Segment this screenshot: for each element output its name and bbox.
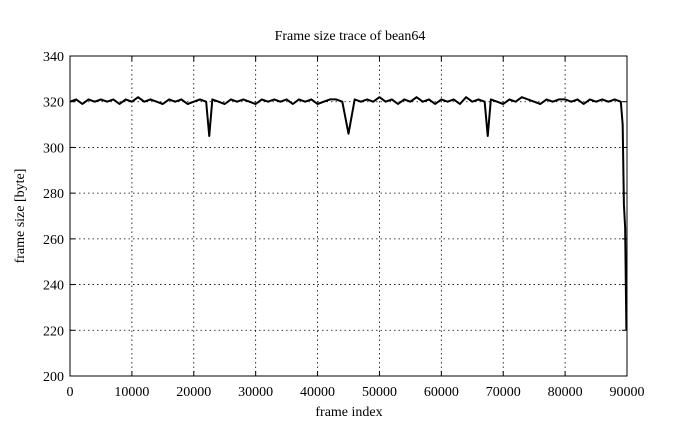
x-tick-label: 10000	[114, 385, 149, 400]
plot-frame	[69, 55, 628, 377]
x-tick-label: 0	[67, 385, 74, 400]
x-tick-label: 40000	[300, 385, 335, 400]
x-tick-label: 60000	[424, 385, 459, 400]
x-tick-label: 30000	[238, 385, 273, 400]
series-line	[69, 96, 628, 331]
y-axis-label: frame size [byte]	[13, 169, 28, 264]
y-tick-label: 280	[43, 187, 64, 202]
y-tick-label: 300	[43, 141, 64, 156]
chart-title: Frame size trace of bean64	[275, 29, 426, 44]
y-tick-label: 340	[43, 50, 64, 65]
y-tick-label: 260	[43, 233, 64, 248]
x-tick-label: 50000	[362, 385, 397, 400]
y-tick-label: 220	[43, 324, 64, 339]
y-tick-label: 320	[43, 96, 64, 111]
x-tick-label: 70000	[486, 385, 521, 400]
y-tick-label: 240	[43, 279, 64, 294]
x-tick-label: 90000	[610, 385, 645, 400]
x-tick-label: 20000	[176, 385, 211, 400]
y-tick-label: 200	[43, 370, 64, 385]
x-axis-label: frame index	[315, 405, 382, 420]
x-tick-label: 80000	[548, 385, 583, 400]
